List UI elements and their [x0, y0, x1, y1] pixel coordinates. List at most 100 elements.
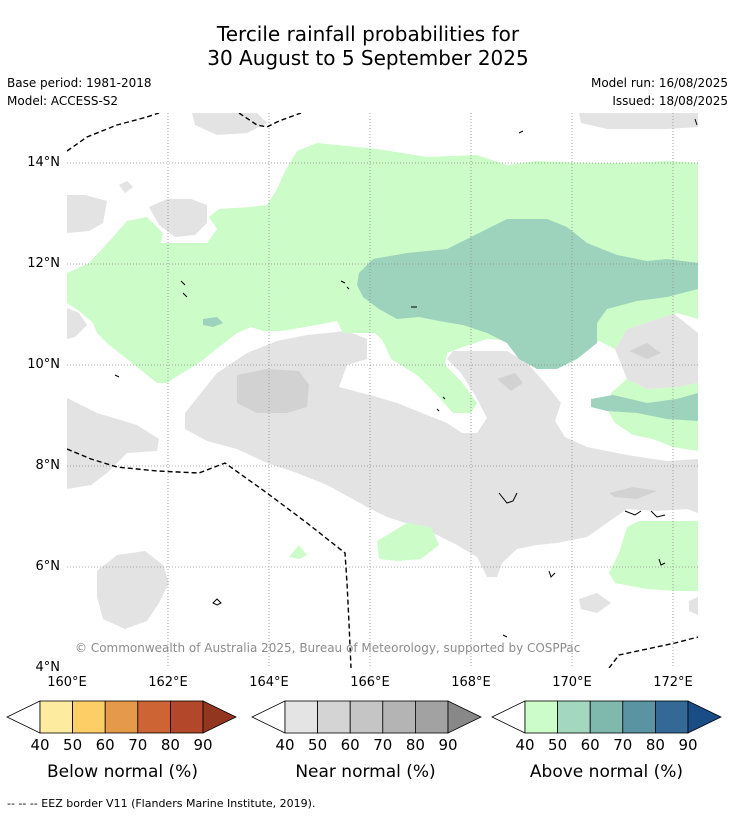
near-normal-central-band — [67, 398, 159, 489]
colorbar-below-label: 40 — [30, 736, 50, 754]
meta-left: Base period: 1981-2018 Model: ACCESS-S2 — [7, 74, 152, 110]
colorbar-near-arrow-high — [447, 700, 482, 734]
above-normal-50-east — [591, 393, 698, 421]
colorbar-below-label: 80 — [160, 736, 180, 754]
colorbar-above-label: 60 — [580, 736, 600, 754]
colorbar-below-segment — [72, 700, 106, 734]
eez-footer-note: -- -- -- EEZ border V11 (Flanders Marine… — [7, 797, 316, 810]
colorbar-near-label: 40 — [275, 736, 295, 754]
near-normal-main — [185, 331, 698, 577]
islands — [114, 118, 698, 638]
island-4 — [340, 280, 350, 290]
colorbar-near-label: 50 — [308, 736, 328, 754]
island-3 — [180, 280, 188, 298]
lat-tick-12: 12°N — [27, 256, 60, 271]
lon-tick-162: 162°E — [148, 675, 188, 690]
lat-tick-6: 6°N — [35, 559, 61, 574]
colorbar-above-label: 40 — [515, 736, 535, 754]
colorbar-below-label: 50 — [63, 736, 83, 754]
eez-south-border — [67, 448, 352, 668]
near-normal-50-patch-2 — [497, 373, 523, 391]
colorbar-near-segment — [414, 700, 449, 734]
island-6 — [436, 396, 446, 412]
near-normal-sw — [97, 551, 169, 629]
island-12 — [502, 634, 508, 638]
colorbar-below-segment — [39, 700, 73, 734]
colorbars — [6, 700, 722, 734]
near-normal-se-edge — [689, 597, 698, 615]
colorbar-below-label: 90 — [193, 736, 213, 754]
colorbar-above-label: 90 — [678, 736, 698, 754]
island-8 — [624, 510, 666, 518]
gridlines — [67, 113, 698, 668]
above-normal-50-main — [357, 219, 698, 369]
lon-tick-166: 166°E — [350, 675, 390, 690]
colorbar-above-segment — [524, 700, 558, 734]
colorbar-below-normal — [6, 700, 237, 734]
colorbar-above-label: 50 — [548, 736, 568, 754]
base-period: Base period: 1981-2018 — [7, 76, 152, 90]
colorbar-title-below: Below normal (%) — [47, 762, 198, 782]
colorbar-title-near: Near normal (%) — [295, 762, 436, 782]
above-normal-south-patch — [377, 523, 439, 561]
near-normal-50-patch-3 — [609, 487, 657, 499]
lon-tick-168: 168°E — [451, 675, 491, 690]
model-run: Model run: 16/08/2025 — [590, 76, 728, 90]
colorbar-near-segment — [317, 700, 351, 734]
colorbar-below-segment — [137, 700, 171, 734]
near-normal-50-patch-4 — [629, 343, 661, 359]
colorbar-above-label: 70 — [613, 736, 633, 754]
map-title: Tercile rainfall probabilities for 30 Au… — [0, 22, 736, 70]
lat-tick-14: 14°N — [27, 155, 60, 170]
colorbar-above-arrow-high — [687, 700, 722, 734]
near-normal-nw — [67, 195, 107, 233]
colorbar-above-label: 80 — [645, 736, 665, 754]
near-normal-top-right — [579, 113, 698, 129]
island-2 — [694, 118, 698, 126]
colorbar-near-label: 70 — [373, 736, 393, 754]
meta-right: Model run: 16/08/2025 Issued: 18/08/2025 — [591, 74, 728, 110]
near-normal-west-coast — [67, 308, 87, 339]
title-line-2: 30 August to 5 September 2025 — [207, 46, 529, 70]
island-11 — [658, 558, 666, 566]
island-10 — [212, 598, 222, 606]
colorbar-above-arrow-low — [491, 700, 526, 734]
colorbar-near-segment — [349, 700, 384, 734]
colorbar-above-segment — [622, 700, 656, 734]
issued-date: Issued: 18/08/2025 — [612, 94, 728, 108]
lon-tick-160: 160°E — [47, 675, 87, 690]
above-normal-50-west-small — [203, 317, 223, 327]
island-1 — [518, 130, 524, 134]
eez-north-border — [67, 113, 160, 152]
colorbar-title-above: Above normal (%) — [529, 762, 684, 782]
island-7 — [498, 492, 518, 504]
lat-tick-4: 4°N — [35, 660, 61, 675]
above-normal-small-south — [289, 545, 307, 559]
island-9 — [548, 570, 556, 578]
near-normal-se-small — [579, 593, 611, 613]
colorbar-near-label: 60 — [340, 736, 360, 754]
lon-tick-170: 170°E — [552, 675, 592, 690]
colorbar-near-label: 90 — [438, 736, 458, 754]
colorbar-below-segment — [169, 700, 204, 734]
colorbar-below-arrow-low — [6, 700, 41, 734]
near-normal-small-north — [119, 181, 133, 193]
above-normal-50-region — [203, 219, 698, 421]
eez-borders — [67, 113, 698, 668]
colorbar-below-label: 70 — [128, 736, 148, 754]
near-normal-north-patch — [149, 199, 207, 237]
colorbar-above-segment — [655, 700, 689, 734]
near-normal-50-region — [237, 343, 661, 499]
title-line-1: Tercile rainfall probabilities for — [216, 22, 520, 46]
colorbar-near-label: 80 — [405, 736, 425, 754]
colorbar-above-normal — [491, 700, 722, 734]
lat-tick-10: 10°N — [27, 357, 60, 372]
colorbar-below-label: 60 — [95, 736, 115, 754]
colorbar-near-arrow-low — [251, 700, 286, 734]
colorbar-near-segment — [382, 700, 416, 734]
island-13 — [114, 374, 120, 378]
copyright-notice: © Commonwealth of Australia 2025, Bureau… — [75, 641, 581, 655]
above-normal-se — [609, 521, 698, 591]
colorbar-above-segment — [557, 700, 591, 734]
lon-tick-164: 164°E — [249, 675, 289, 690]
